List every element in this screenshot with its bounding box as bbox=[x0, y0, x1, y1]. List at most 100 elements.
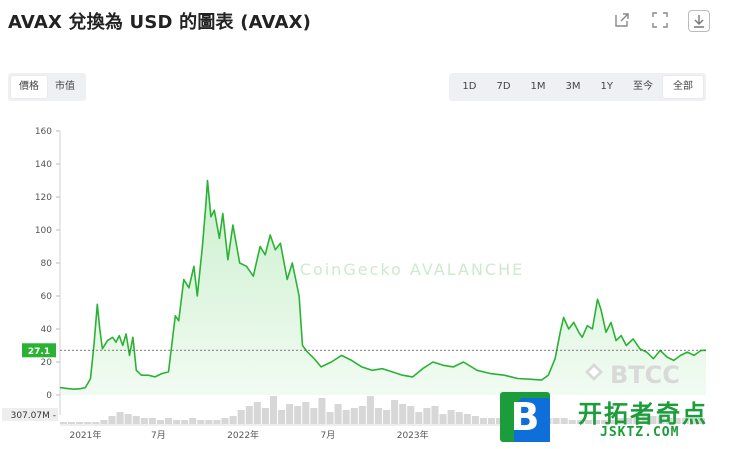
volume-bar bbox=[552, 418, 560, 424]
volume-bar bbox=[697, 418, 705, 424]
x-tick-label: 2022年 bbox=[227, 429, 259, 441]
volume-bar bbox=[383, 410, 391, 424]
range-1y[interactable]: 1Y bbox=[600, 81, 613, 92]
range-3m[interactable]: 3M bbox=[565, 81, 581, 92]
volume-bar bbox=[326, 412, 334, 424]
volume-bar bbox=[455, 412, 463, 424]
volume-bar bbox=[76, 422, 84, 424]
volume-bar bbox=[641, 416, 649, 424]
volume-bar bbox=[68, 422, 76, 424]
volume-bar bbox=[302, 402, 310, 424]
volume-bar bbox=[601, 420, 609, 424]
y-tick-label: 40 bbox=[41, 325, 53, 335]
share-icon[interactable] bbox=[612, 10, 632, 30]
volume-bar bbox=[253, 402, 261, 424]
fullscreen-icon[interactable] bbox=[650, 10, 670, 30]
volume-bar bbox=[399, 404, 407, 424]
range-ytd[interactable]: 至今 bbox=[633, 81, 653, 92]
volume-bar bbox=[479, 418, 487, 424]
volume-bar bbox=[681, 418, 689, 424]
volume-bar bbox=[633, 416, 641, 424]
range-1m[interactable]: 1M bbox=[530, 81, 546, 92]
tab-price[interactable]: 價格 bbox=[11, 76, 47, 98]
volume-bar bbox=[237, 410, 245, 424]
volume-label: 307.07M - bbox=[11, 411, 56, 421]
y-tick-label: 0 bbox=[46, 391, 52, 401]
chart-toolbar bbox=[612, 10, 710, 32]
volume-bar bbox=[358, 406, 366, 424]
logo-square-inner bbox=[514, 398, 550, 442]
volume-bar bbox=[366, 396, 374, 424]
volume-bar bbox=[278, 410, 286, 424]
x-tick-label: 7月 bbox=[151, 430, 166, 441]
price-area bbox=[60, 180, 706, 395]
x-tick-label: 2021年 bbox=[69, 429, 101, 441]
x-tick-label: 2023年 bbox=[397, 429, 429, 441]
volume-bar bbox=[439, 414, 447, 424]
volume-bar bbox=[609, 420, 617, 424]
volume-bar bbox=[423, 408, 431, 424]
logo-mark: B bbox=[510, 395, 540, 439]
btcc-logo-icon bbox=[585, 363, 603, 381]
volume-bar bbox=[221, 418, 229, 424]
volume-bar bbox=[261, 408, 269, 424]
watermark-btcc: BTCC bbox=[585, 361, 680, 389]
logo-url: JSKTZ.COM bbox=[600, 425, 680, 440]
volume-bar bbox=[592, 420, 601, 424]
volume-bar bbox=[164, 418, 173, 424]
current-price-tag bbox=[22, 343, 56, 358]
watermark-btcc-text: BTCC bbox=[610, 361, 680, 389]
volume-bar bbox=[181, 420, 189, 424]
volume-bar bbox=[100, 420, 108, 424]
volume-bar bbox=[140, 418, 148, 424]
volume-bar bbox=[665, 418, 673, 424]
volume-bar bbox=[318, 398, 326, 424]
view-toggle: 價格 市值 bbox=[8, 73, 86, 101]
y-tick-label: 160 bbox=[35, 127, 52, 137]
volume-bar bbox=[156, 420, 164, 424]
range-toggle: 1D 7D 1M 3M 1Y 至今 全部 bbox=[449, 73, 706, 101]
volume-bar bbox=[205, 420, 213, 424]
volume-bar bbox=[447, 410, 455, 424]
volume-bar bbox=[189, 418, 197, 424]
volume-bar bbox=[673, 418, 681, 424]
volume-bar bbox=[431, 406, 439, 424]
range-1d[interactable]: 1D bbox=[462, 81, 477, 92]
volume-bar bbox=[350, 408, 358, 424]
y-tick-label: 80 bbox=[41, 259, 53, 269]
volume-label-bg bbox=[2, 408, 58, 421]
volume-bar bbox=[649, 416, 657, 424]
volume-bar bbox=[84, 422, 92, 424]
range-7d[interactable]: 7D bbox=[496, 81, 511, 92]
volume-bar bbox=[60, 422, 68, 424]
volume-bar bbox=[269, 396, 278, 424]
download-icon[interactable] bbox=[688, 10, 710, 32]
volume-bar bbox=[108, 416, 116, 424]
volume-bar bbox=[487, 418, 496, 424]
x-tick-label: 7月 bbox=[321, 430, 336, 441]
volume-bar bbox=[213, 420, 221, 424]
volume-bar bbox=[197, 420, 205, 424]
volume-bar bbox=[471, 416, 479, 424]
volume-bar bbox=[116, 412, 124, 424]
volume-bar bbox=[391, 400, 399, 424]
volume-bar bbox=[310, 408, 318, 424]
volume-bar bbox=[342, 410, 350, 424]
volume-bar bbox=[92, 422, 100, 424]
y-tick-label: 140 bbox=[35, 160, 52, 170]
volume-bar bbox=[576, 420, 584, 424]
range-all[interactable]: 全部 bbox=[663, 76, 703, 98]
price-line bbox=[59, 179, 707, 390]
y-tick-label: 60 bbox=[41, 292, 53, 302]
tab-market-cap[interactable]: 市值 bbox=[55, 81, 75, 92]
volume-bar bbox=[132, 416, 140, 424]
y-tick-label: 120 bbox=[35, 193, 52, 203]
volume-bar bbox=[229, 416, 237, 424]
volume-bar bbox=[584, 420, 592, 424]
volume-bar bbox=[568, 420, 576, 424]
y-tick-label: 100 bbox=[35, 226, 52, 236]
volume-bar bbox=[617, 418, 625, 424]
volume-bar bbox=[625, 418, 633, 424]
volume-bar bbox=[689, 418, 697, 424]
